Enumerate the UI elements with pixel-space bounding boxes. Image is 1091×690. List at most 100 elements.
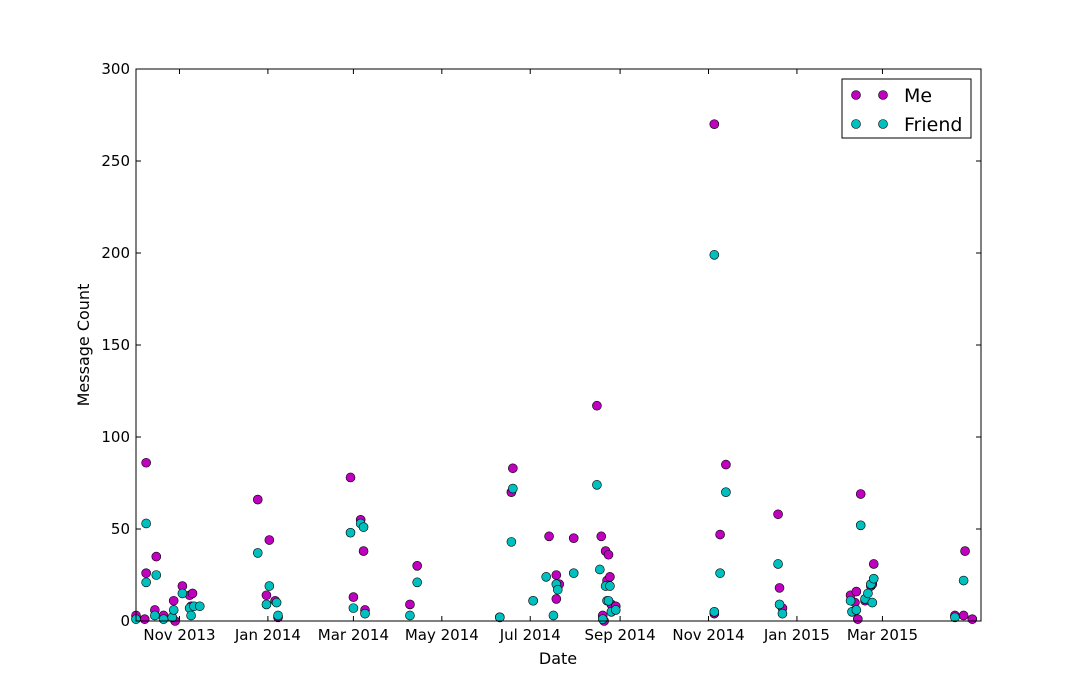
data-point-me	[141, 457, 151, 468]
data-point-friend	[777, 608, 788, 619]
data-point-friend	[141, 577, 151, 588]
x-tick-label: Jul 2014	[499, 626, 561, 644]
x-tick-label: Jan 2015	[763, 626, 830, 644]
legend-label-me: Me	[904, 85, 932, 107]
data-point-me	[868, 559, 879, 569]
data-point-me	[358, 546, 369, 556]
data-point-me	[715, 529, 725, 540]
data-point-friend	[541, 572, 551, 582]
data-point-friend	[855, 520, 866, 531]
data-point-me	[958, 610, 969, 621]
data-point-friend	[151, 570, 162, 580]
data-point-me	[721, 459, 731, 470]
data-point-friend	[168, 605, 179, 615]
legend-marker-friend-2	[878, 119, 888, 129]
data-point-me	[348, 592, 359, 602]
data-point-me	[187, 588, 198, 599]
data-point-friend	[494, 612, 505, 623]
data-point-friend	[958, 575, 969, 586]
data-point-friend	[261, 599, 272, 610]
data-point-me	[960, 546, 970, 556]
x-tick-label: May 2014	[405, 626, 479, 644]
data-point-me	[551, 570, 562, 580]
data-point-me	[774, 583, 785, 593]
data-point-friend	[358, 522, 369, 532]
data-point-friend	[715, 568, 725, 578]
legend: Me Friend	[841, 78, 972, 139]
data-point-me	[345, 472, 356, 483]
data-point-me	[773, 509, 783, 520]
data-point-friend	[605, 581, 615, 591]
data-point-friend	[709, 250, 720, 260]
plot-frame	[135, 68, 982, 622]
data-point-me	[709, 119, 720, 129]
data-point-friend	[348, 603, 359, 613]
legend-marker-me-2	[878, 90, 888, 100]
y-tick-label: 300	[101, 60, 130, 78]
y-tick-label: 200	[101, 244, 130, 262]
data-point-me	[139, 614, 150, 624]
data-point-friend	[845, 595, 856, 606]
y-tick-label: 100	[101, 428, 130, 446]
y-tick-label: 150	[101, 336, 130, 354]
data-point-me	[603, 549, 614, 560]
y-axis-label: Message Count	[74, 284, 93, 407]
data-point-friend	[271, 597, 282, 608]
data-point-friend	[506, 537, 517, 547]
data-point-me	[405, 599, 415, 610]
data-point-me	[851, 586, 862, 597]
legend-frame	[841, 78, 972, 139]
data-point-friend	[950, 612, 960, 623]
data-point-friend	[252, 548, 263, 558]
x-tick-label: Nov 2013	[143, 626, 215, 644]
data-point-friend	[773, 559, 783, 569]
data-point-friend	[360, 608, 370, 619]
data-point-friend	[158, 614, 169, 624]
x-tick-label: Sep 2014	[584, 626, 655, 644]
data-point-friend	[568, 568, 579, 578]
data-point-friend	[548, 610, 559, 621]
data-point-friend	[709, 606, 720, 617]
data-point-me	[252, 494, 263, 505]
data-point-friend	[528, 595, 538, 606]
data-point-friend	[186, 610, 196, 621]
data-point-friend	[603, 595, 614, 606]
data-point-friend	[867, 597, 878, 608]
data-point-friend	[597, 614, 608, 624]
data-point-me	[551, 594, 562, 604]
data-point-friend	[194, 601, 205, 612]
data-point-me	[592, 400, 602, 411]
data-point-me	[261, 590, 272, 601]
data-point-me	[141, 568, 151, 578]
data-point-me	[544, 531, 554, 542]
data-point-me	[568, 533, 579, 544]
legend-label-friend: Friend	[904, 114, 962, 136]
data-point-friend	[345, 527, 356, 538]
x-axis-label: Date	[539, 649, 577, 668]
data-point-friend	[412, 577, 422, 588]
data-point-friend	[868, 573, 879, 584]
data-point-friend	[508, 483, 518, 494]
data-point-me	[151, 551, 162, 562]
y-tick-label: 50	[111, 520, 130, 538]
legend-marker-friend-1	[851, 119, 861, 129]
data-point-me	[852, 614, 863, 624]
data-point-friend	[264, 581, 275, 591]
data-point-friend	[141, 518, 151, 529]
data-point-friend	[592, 480, 602, 490]
data-point-me	[508, 463, 518, 474]
data-point-friend	[851, 605, 862, 615]
plot-background	[136, 69, 981, 621]
data-point-friend	[177, 588, 188, 599]
y-tick-label: 250	[101, 152, 130, 170]
data-point-friend	[610, 605, 621, 615]
data-point-friend	[150, 610, 160, 621]
legend-marker-me-1	[851, 90, 861, 100]
data-point-friend	[273, 610, 283, 621]
data-point-friend	[595, 564, 605, 575]
data-point-me	[605, 572, 615, 582]
data-point-me	[967, 614, 978, 624]
data-point-friend	[863, 588, 873, 599]
data-point-friend	[552, 584, 563, 595]
